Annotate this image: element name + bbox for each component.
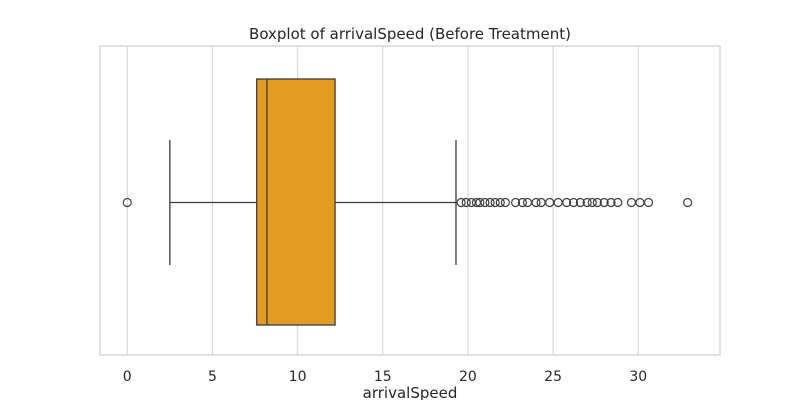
outlier-point: [587, 197, 597, 208]
outlier-point: [683, 197, 693, 208]
x-tick-label: 10: [289, 369, 307, 385]
outlier-point: [490, 197, 500, 208]
chart-title: Boxplot of arrivalSpeed (Before Treatmen…: [249, 25, 571, 43]
x-tick-label: 20: [459, 369, 477, 385]
outlier-point: [531, 197, 541, 208]
outlier-point: [635, 197, 645, 208]
box-layer: [169, 78, 457, 326]
x-tick-label: 0: [123, 369, 132, 385]
outlier-point: [495, 197, 505, 208]
outlier-point: [606, 197, 616, 208]
outlier-point: [582, 197, 592, 208]
x-tick-label: 25: [544, 369, 562, 385]
outlier-point: [545, 197, 555, 208]
outlier-point: [643, 197, 654, 208]
outlier-point: [568, 197, 579, 208]
outlier-point: [522, 197, 533, 208]
tick-layer: 0 5 10 15 20 25 30: [123, 369, 647, 385]
x-tick-label: 5: [208, 369, 217, 385]
outlier-layer: [122, 197, 693, 208]
outlier-point: [613, 197, 623, 208]
outlier-point: [461, 197, 471, 208]
outlier-point: [575, 197, 585, 208]
x-tick-label: 15: [374, 369, 392, 385]
plot-frame: [99, 45, 721, 356]
outlier-point: [553, 197, 563, 208]
outlier-point: [517, 197, 528, 208]
outlier-point: [511, 197, 521, 208]
iqr-box: [256, 78, 336, 326]
outlier-point: [485, 197, 495, 208]
x-axis-label: arrivalSpeed: [363, 384, 458, 400]
outlier-point: [562, 197, 572, 208]
x-tick-label: 30: [629, 369, 647, 385]
outlier-point: [599, 197, 609, 208]
outlier-point: [122, 197, 132, 208]
outlier-point: [626, 197, 637, 208]
outlier-point: [592, 197, 602, 208]
outlier-point: [500, 197, 510, 208]
outlier-point: [475, 197, 485, 208]
outlier-point: [480, 197, 490, 208]
outlier-point: [456, 197, 466, 208]
outlier-point: [536, 197, 546, 208]
